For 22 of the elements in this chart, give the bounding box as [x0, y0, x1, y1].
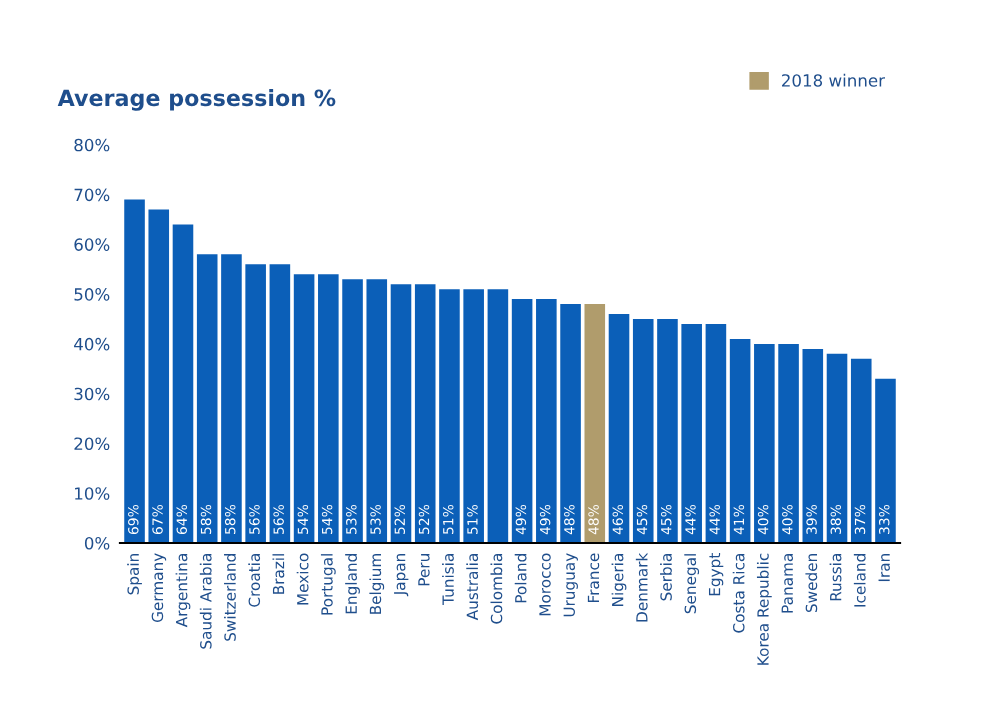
bar [826, 353, 848, 543]
legend-label: 2018 winner [782, 73, 885, 87]
chart-title: Average possession % [57, 89, 336, 111]
bar [293, 274, 315, 543]
y-tick-label: 50% [74, 288, 110, 301]
y-tick-label: 60% [74, 238, 110, 251]
bar [584, 304, 606, 543]
bar [705, 323, 727, 543]
bar [269, 264, 291, 543]
y-tick-label: 70% [74, 188, 110, 202]
bar [172, 224, 194, 543]
y-tick-label: 0% [84, 536, 110, 550]
y-tick-label: 30% [74, 387, 110, 401]
y-tick-label: 40% [74, 337, 110, 351]
y-tick-label: 20% [74, 437, 110, 451]
bar [608, 314, 630, 543]
bar [487, 289, 509, 543]
bar [511, 299, 533, 543]
y-tick-label: 80% [74, 138, 110, 152]
bar [390, 284, 412, 543]
bar [729, 338, 751, 543]
y-tick-label: 10% [75, 487, 110, 500]
